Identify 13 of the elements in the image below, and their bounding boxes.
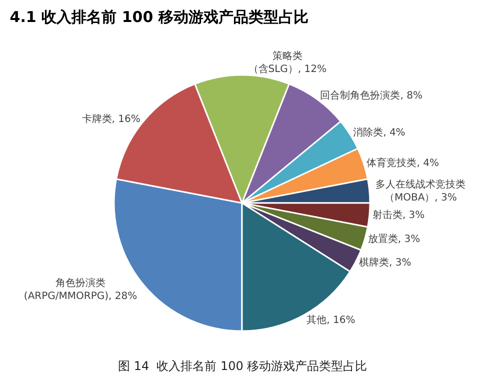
slice-label: 策略类（含SLG）, 12% (248, 50, 327, 75)
slice-label: 回合制角色扮演类, 8% (320, 90, 422, 102)
slice-label: 其他, 16% (306, 314, 356, 326)
slice-label: 放置类, 3% (368, 233, 420, 246)
caption: 图 14 收入排名前 100 移动游戏产品类型占比 (118, 359, 368, 373)
slice-label: 角色扮演类(ARPG/MMORPG), 28% (24, 277, 138, 302)
chart-title: 4.1 收入排名前 100 移动游戏产品类型占比 (10, 8, 308, 26)
slice-label: 射击类, 3% (372, 209, 425, 222)
slice-label: 卡牌类, 16% (82, 112, 140, 125)
slice-label: 体育竞技类, 4% (366, 156, 439, 169)
slice-label: 多人在线战术竞技类（MOBA）, 3% (376, 178, 466, 204)
slice-label: 消除类, 4% (353, 126, 406, 139)
slice-label: 棋牌类, 3% (359, 256, 412, 268)
